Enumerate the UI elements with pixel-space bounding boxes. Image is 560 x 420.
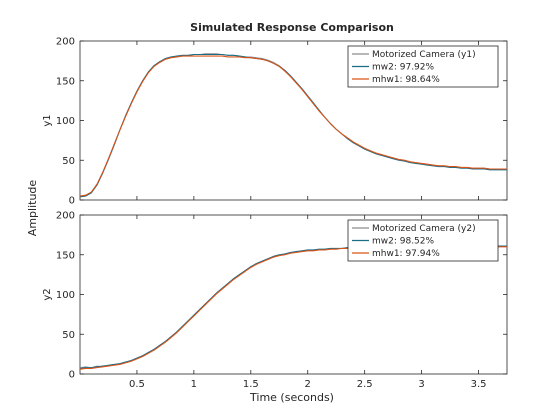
subplot-2: 0.5 1 1.5 2 2.5 3 3.5 0 50 100 150 200 y2 Motorized C…	[42, 211, 508, 390]
y-tick-label: 150	[56, 76, 75, 87]
y-tick-label: 50	[62, 330, 75, 341]
subplot-y-label: y2	[42, 288, 53, 300]
x-tick-label: 3.5	[471, 379, 487, 390]
chart-title: Simulated Response Comparison	[190, 21, 394, 34]
legend-entry: Motorized Camera (y1)	[372, 50, 476, 60]
x-tick-label: 1.5	[243, 379, 259, 390]
x-axis-label: Time (seconds)	[249, 391, 334, 404]
x-tick-label: 3	[418, 379, 424, 390]
legend-entry: mhw1: 97.94%	[372, 249, 440, 259]
x-tick-label: 1	[191, 379, 197, 390]
y-tick-label: 0	[69, 196, 75, 207]
legend: Motorized Camera (y2) mw2: 98.52% mhw1: 97…	[347, 219, 499, 262]
legend-box	[347, 45, 499, 88]
shared-y-axis-label: Amplitude	[26, 180, 39, 237]
legend-entry: Motorized Camera (y2)	[372, 224, 476, 234]
series-group	[80, 53, 507, 198]
subplot-1: 0 50 100 150 200 y1 Motorized Camera (y1) mw2: …	[42, 37, 508, 207]
subplot-y-label: y1	[42, 114, 53, 126]
legend-box	[347, 219, 499, 262]
y-tick-label: 100	[56, 290, 75, 301]
legend-entry: mw2: 98.52%	[372, 237, 435, 247]
y-tick-label: 50	[62, 156, 75, 167]
legend-entry: mhw1: 98.64%	[372, 75, 440, 85]
y-tick-label: 200	[56, 211, 75, 222]
y-tick-label: 150	[56, 250, 75, 261]
legend-entry: mw2: 97.92%	[372, 63, 435, 73]
series-line-mhw1	[80, 55, 507, 197]
legend: Motorized Camera (y1) mw2: 97.92% mhw1: 98…	[347, 45, 499, 88]
y-tick-label: 200	[56, 37, 75, 48]
x-tick-label: 0.5	[129, 379, 145, 390]
y-tick-label: 0	[69, 370, 75, 381]
x-tick-label: 2	[305, 379, 311, 390]
x-tick-label: 2.5	[357, 379, 373, 390]
y-tick-label: 100	[56, 116, 75, 127]
